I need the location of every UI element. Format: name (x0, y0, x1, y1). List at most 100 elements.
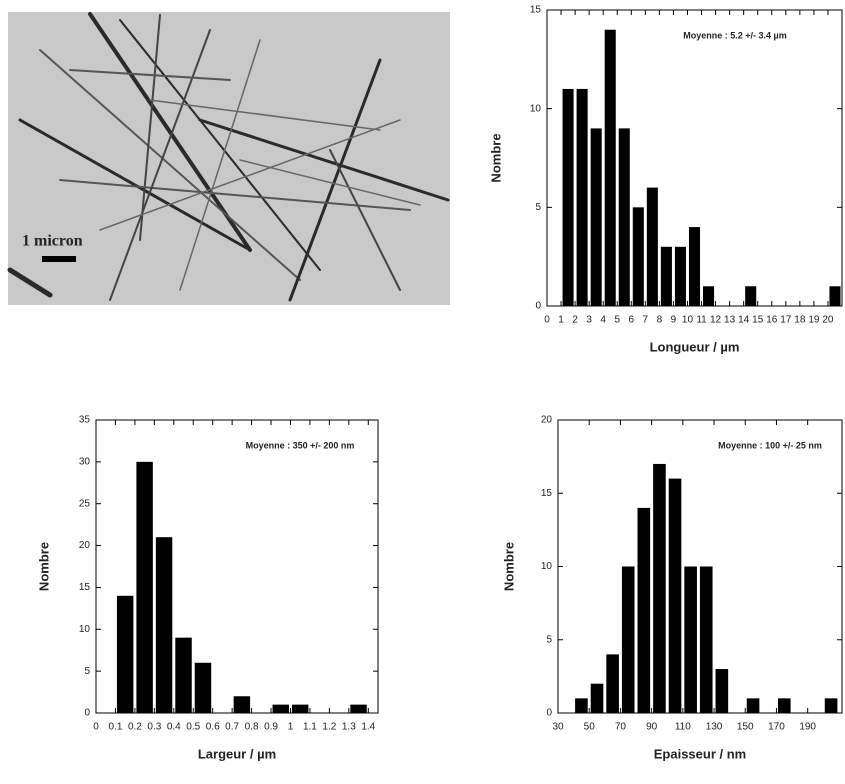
y-tick-label: 35 (79, 415, 91, 426)
bar (668, 478, 682, 713)
x-tick-label: 0.1 (108, 722, 122, 733)
x-tick-label: 150 (737, 722, 754, 733)
bar (746, 698, 760, 713)
x-tick-label: 2 (572, 315, 578, 326)
x-tick-label: 15 (752, 315, 764, 326)
x-tick-label: 1 (288, 722, 294, 733)
x-tick-label: 18 (794, 315, 806, 326)
x-tick-label: 19 (808, 315, 820, 326)
y-tick-label: 15 (530, 5, 542, 16)
x-tick-label: 0.6 (206, 722, 220, 733)
micrograph: 1 micron (7, 12, 450, 305)
bar (674, 246, 686, 306)
x-tick-label: 0.9 (264, 722, 278, 733)
y-tick-label: 0 (546, 708, 552, 719)
bar (660, 246, 672, 306)
x-tick-label: 7 (643, 315, 649, 326)
x-tick-label: 4 (600, 315, 606, 326)
x-tick-label: 17 (780, 315, 792, 326)
fibers (7, 12, 450, 302)
annotation: Moyenne : 350 +/- 200 nm (246, 440, 355, 450)
x-tick-label: 3 (586, 315, 592, 326)
x-tick-label: 70 (615, 722, 627, 733)
micrograph-background (8, 12, 450, 305)
y-tick-label: 0 (84, 708, 90, 719)
bar (175, 637, 192, 713)
bar (350, 704, 367, 713)
bar (715, 669, 729, 713)
y-tick-label: 0 (535, 301, 541, 312)
x-tick-label: 0.7 (225, 722, 239, 733)
x-tick-label: 14 (738, 315, 750, 326)
x-tick-label: 30 (552, 722, 564, 733)
bar (155, 537, 173, 713)
bar (618, 128, 630, 306)
bar (136, 461, 153, 713)
bar (562, 88, 574, 306)
x-tick-label: 170 (768, 722, 785, 733)
x-tick-label: 0 (544, 315, 550, 326)
x-axis-label: Largeur / µm (198, 746, 276, 761)
bar (829, 286, 841, 306)
x-tick-label: 1.1 (303, 722, 317, 733)
x-tick-label: 16 (766, 315, 778, 326)
annotation: Moyenne : 100 +/- 25 nm (718, 440, 822, 450)
bar (646, 187, 658, 306)
bar (637, 507, 651, 713)
x-tick-label: 20 (822, 315, 834, 326)
y-tick-label: 10 (79, 624, 91, 635)
y-tick-label: 25 (79, 498, 91, 509)
bar (745, 286, 757, 306)
bar (653, 463, 666, 713)
bar (604, 29, 616, 306)
y-tick-label: 15 (79, 582, 91, 593)
x-tick-label: 0.8 (245, 722, 259, 733)
x-tick-label: 13 (724, 315, 736, 326)
y-tick-label: 20 (79, 540, 91, 551)
y-tick-label: 10 (541, 561, 553, 572)
x-tick-label: 0.4 (167, 722, 181, 733)
bar (590, 683, 604, 713)
y-tick-label: 15 (541, 488, 553, 499)
x-tick-label: 110 (675, 722, 691, 733)
y-axis-label: Nombre (36, 542, 51, 591)
bar (632, 207, 644, 306)
x-tick-label: 6 (629, 315, 635, 326)
bar (824, 698, 838, 713)
x-axis-label: Epaisseur / nm (654, 746, 746, 761)
scale-bar (42, 256, 76, 262)
bar (233, 696, 251, 713)
x-tick-label: 50 (584, 722, 596, 733)
x-axis-label: Longueur / µm (650, 339, 740, 354)
x-tick-label: 0.3 (147, 722, 161, 733)
bar (699, 566, 713, 713)
bar (576, 88, 588, 306)
y-tick-label: 10 (530, 103, 542, 114)
x-tick-label: 1.2 (322, 722, 336, 733)
x-tick-label: 1 (558, 315, 564, 326)
y-tick-label: 5 (84, 666, 90, 677)
y-tick-label: 30 (79, 456, 91, 467)
bar (703, 286, 715, 306)
x-tick-label: 12 (710, 315, 722, 326)
x-tick-label: 5 (614, 315, 620, 326)
bar (194, 662, 212, 713)
y-axis-label: Nombre (488, 133, 503, 182)
bar (272, 704, 289, 713)
y-tick-label: 20 (541, 415, 553, 426)
scale-label: 1 micron (22, 233, 83, 250)
x-tick-label: 10 (682, 315, 694, 326)
bar (116, 595, 134, 713)
bar (684, 566, 697, 713)
bar (590, 128, 602, 306)
annotation: Moyenne : 5.2 +/- 3.4 µm (683, 30, 786, 40)
bar (291, 704, 309, 713)
x-tick-label: 0 (93, 722, 99, 733)
x-tick-label: 1.3 (342, 722, 356, 733)
bar (606, 654, 619, 713)
x-tick-label: 130 (706, 722, 723, 733)
bar (688, 227, 701, 306)
x-tick-label: 1.4 (361, 722, 375, 733)
